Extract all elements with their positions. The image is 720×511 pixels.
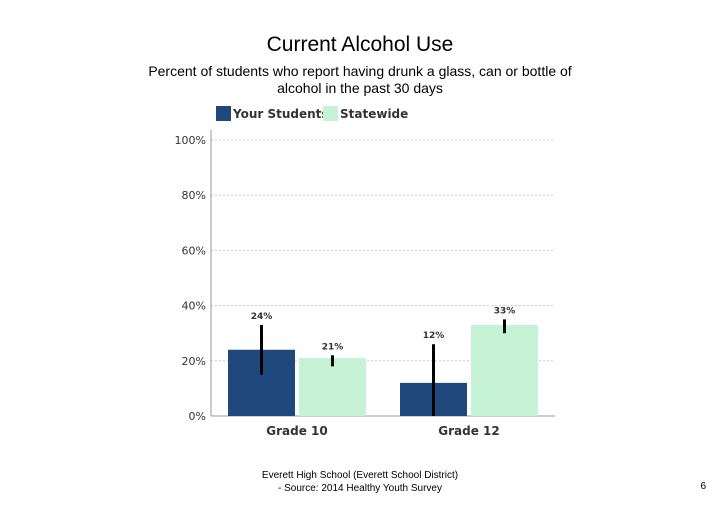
data-label: 33%	[494, 306, 516, 316]
data-label: 24%	[251, 312, 273, 322]
chart-title: Current Alcohol Use	[266, 33, 454, 56]
legend-swatch-statewide	[323, 106, 338, 121]
x-tick-label: Grade 10	[266, 424, 327, 438]
footer-source: - Source: 2014 Healthy Youth Survey	[278, 483, 442, 494]
data-label: 12%	[423, 331, 445, 341]
y-tick-label: 100%	[175, 134, 206, 147]
y-tick-label: 20%	[182, 355, 206, 368]
bar-statewide	[471, 324, 538, 416]
bar-statewide	[299, 358, 366, 416]
data-label: 21%	[322, 342, 344, 352]
legend-label-statewide: Statewide	[340, 107, 408, 121]
page-number: 6	[700, 481, 706, 492]
y-tick-label: 0%	[189, 410, 206, 423]
legend-swatch-your-students	[216, 106, 231, 121]
footer: Everett High School (Everett School Dist…	[230, 469, 490, 495]
chart-subtitle: Percent of students who report having dr…	[148, 63, 572, 96]
footer-school: Everett High School (Everett School Dist…	[261, 470, 459, 481]
x-tick-label: Grade 12	[438, 424, 499, 438]
y-tick-label: 60%	[182, 244, 206, 257]
legend-label-your-students: Your Students	[232, 107, 329, 121]
y-tick-label: 40%	[182, 300, 206, 313]
y-tick-label: 80%	[182, 189, 206, 202]
